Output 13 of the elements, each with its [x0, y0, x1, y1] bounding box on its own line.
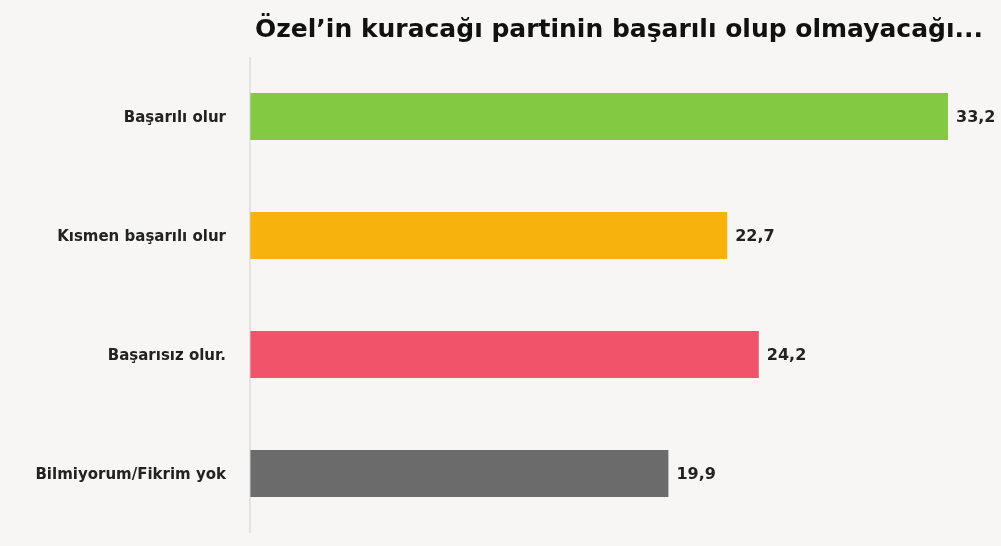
data-label: 24,2 [766, 345, 807, 364]
y-tick-label: Başarılı olur [123, 107, 227, 126]
bar [250, 93, 948, 140]
bar [250, 450, 669, 497]
y-tick-label: Bilmiyorum/Fikrim yok [35, 464, 228, 483]
data-label: 19,9 [676, 464, 716, 483]
y-tick-label: Başarısız olur. [107, 345, 226, 364]
bar [250, 331, 759, 378]
data-label: 22,7 [735, 226, 775, 245]
bar [250, 212, 728, 259]
chart-title: Özel’in kuracağı partinin başarılı olup olmayacağı... [254, 12, 984, 45]
y-tick-label: Kısmen başarılı olur [57, 226, 227, 245]
data-label: 33,2 [956, 107, 996, 126]
